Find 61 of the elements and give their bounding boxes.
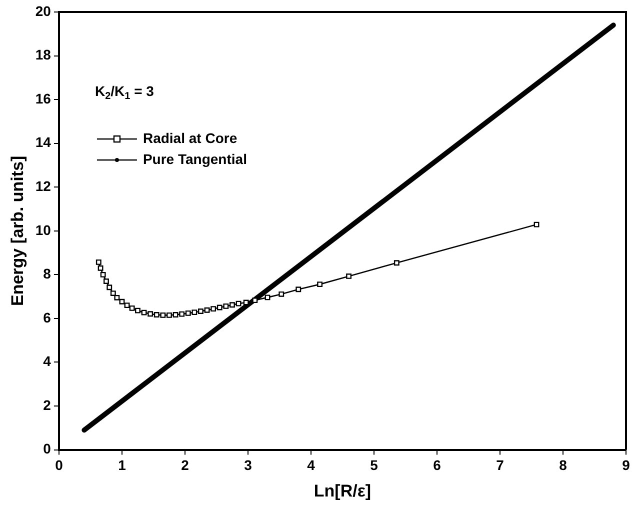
point — [243, 300, 249, 306]
legend-label: Pure Tangential — [142, 150, 247, 167]
point — [100, 272, 106, 278]
point — [278, 291, 284, 297]
y-tick-label: 4 — [43, 353, 52, 370]
point — [317, 282, 323, 288]
point — [110, 290, 116, 296]
point — [106, 284, 112, 290]
point — [172, 312, 178, 318]
point — [230, 302, 235, 308]
point — [216, 304, 222, 310]
y-tick-label: 0 — [43, 440, 52, 457]
x-tick-label: 4 — [307, 457, 316, 474]
point — [210, 306, 216, 312]
point — [534, 222, 540, 228]
point — [223, 303, 229, 309]
y-tick-label: 12 — [35, 178, 52, 194]
point — [346, 273, 352, 279]
point — [204, 307, 210, 313]
y-tick-label: 8 — [43, 266, 52, 282]
point — [141, 310, 147, 316]
y-tick-label: 16 — [35, 90, 52, 106]
point — [166, 312, 172, 318]
point — [236, 300, 242, 306]
x-axis-title: Ln[R/ε] — [314, 481, 372, 500]
point — [252, 298, 258, 304]
point — [129, 305, 135, 311]
point — [394, 260, 400, 266]
x-tick-label: 1 — [118, 457, 126, 474]
point — [104, 278, 109, 284]
point — [119, 298, 125, 304]
x-tick-label: 9 — [622, 457, 630, 474]
point — [264, 294, 270, 300]
point — [148, 311, 154, 317]
point — [160, 312, 166, 318]
x-tick-label: 7 — [496, 457, 504, 474]
y-tick-label: 14 — [35, 134, 52, 150]
x-tick-label: 0 — [55, 457, 64, 474]
point — [192, 310, 198, 316]
point — [154, 312, 160, 318]
legend-label: Radial at Core — [142, 130, 238, 146]
point — [124, 302, 130, 308]
point — [185, 310, 191, 316]
y-tick-label: 2 — [43, 396, 52, 413]
x-tick-label: 2 — [181, 457, 190, 474]
point — [135, 308, 140, 314]
x-tick-label: 8 — [559, 457, 568, 474]
x-tick-label: 6 — [433, 457, 442, 474]
y-tick-label: 18 — [35, 46, 52, 63]
y-tick-label: 10 — [35, 222, 52, 238]
y-tick-label: 20 — [35, 2, 52, 19]
y-axis-title: Energy [arb. units] — [8, 156, 27, 306]
point — [98, 265, 104, 271]
point — [296, 286, 302, 292]
point — [114, 294, 120, 300]
point — [179, 311, 185, 317]
x-tick-label: 5 — [370, 457, 378, 474]
point — [198, 308, 204, 314]
point — [96, 259, 102, 265]
x-tick-label: 3 — [244, 457, 252, 474]
y-tick-label: 6 — [43, 309, 52, 326]
